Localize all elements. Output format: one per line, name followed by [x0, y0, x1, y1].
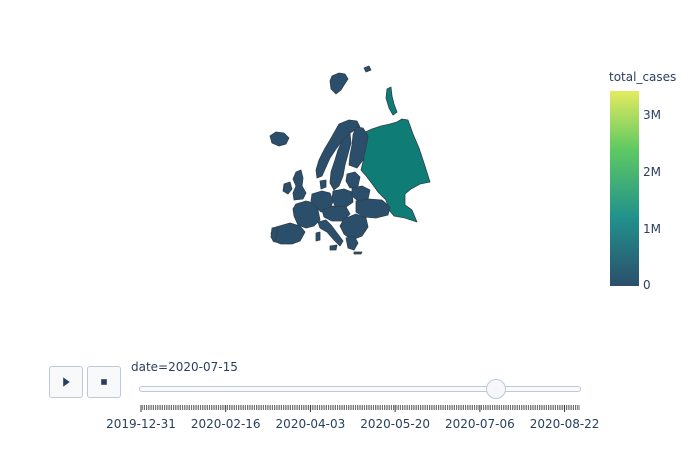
colorbar-tick-1m: 1M [643, 222, 661, 236]
region-svalbard-east[interactable] [363, 65, 372, 73]
slider-tick-label[interactable]: 2020-02-16 [190, 417, 261, 431]
region-novaya-zemlya[interactable] [385, 86, 398, 116]
colorbar-tick-2m: 2M [643, 165, 661, 179]
region-greece[interactable] [345, 235, 359, 251]
region-poland[interactable] [331, 188, 354, 208]
region-united-kingdom[interactable] [292, 169, 307, 201]
slider-tick-label[interactable]: 2020-08-22 [529, 417, 600, 431]
region-norway[interactable] [315, 119, 361, 179]
slider-current-value: date=2020-07-15 [131, 360, 238, 374]
colorbar-tick-3m: 3M [643, 108, 661, 122]
region-portugal[interactable] [270, 226, 278, 243]
colorbar-tick-0: 0 [643, 278, 651, 292]
region-sardinia[interactable] [315, 231, 321, 242]
region-denmark[interactable] [319, 179, 327, 190]
region-baltics[interactable] [345, 171, 361, 189]
region-finland[interactable] [348, 126, 369, 169]
region-central-europe[interactable] [321, 205, 351, 222]
slider-tick-label[interactable]: 2020-04-03 [275, 417, 346, 431]
slider-tick-label[interactable]: 2020-07-06 [444, 417, 515, 431]
stop-icon [101, 379, 107, 385]
region-russia[interactable] [355, 118, 431, 223]
colorbar-title: total_cases [609, 70, 677, 84]
region-ireland[interactable] [282, 181, 293, 195]
region-svalbard[interactable] [329, 72, 349, 95]
region-france[interactable] [292, 200, 321, 229]
slider-rail[interactable] [139, 386, 581, 392]
slider-handle[interactable] [486, 379, 507, 399]
colorbar-gradient [610, 91, 639, 286]
play-icon [63, 377, 70, 387]
slider-tick-label[interactable]: 2020-05-20 [360, 417, 431, 431]
region-ukraine[interactable] [355, 198, 391, 219]
play-button[interactable] [49, 366, 83, 398]
colorbar: total_cases 3M 2M 1M 0 [600, 64, 690, 304]
region-sicily[interactable] [329, 244, 338, 251]
slider-tick-label[interactable]: 2019-12-31 [106, 417, 176, 431]
region-sweden[interactable] [329, 132, 352, 191]
stop-button[interactable] [87, 366, 121, 398]
region-balkans[interactable] [339, 213, 369, 241]
region-italy[interactable] [317, 219, 344, 247]
region-crete[interactable] [353, 251, 363, 255]
region-iceland[interactable] [269, 131, 290, 147]
